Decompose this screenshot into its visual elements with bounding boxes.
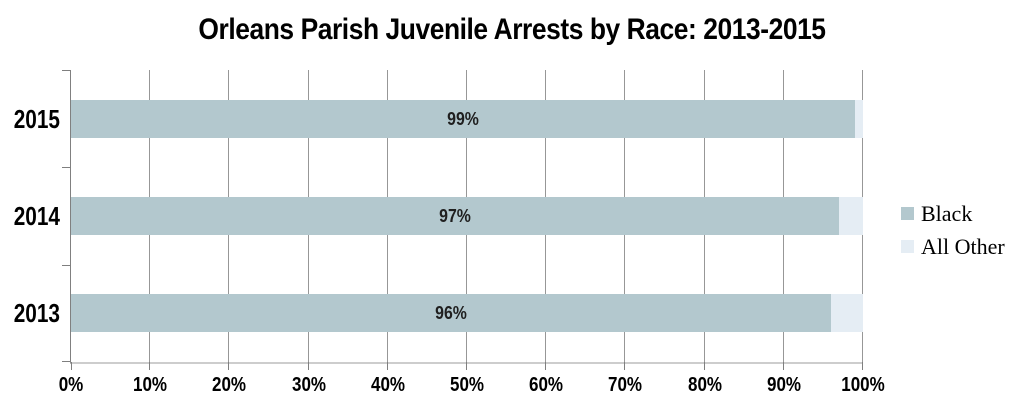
y-axis-tick	[62, 265, 70, 266]
x-axis-tick	[387, 362, 388, 370]
x-axis-tick-label: 30%	[291, 374, 327, 396]
y-axis-tick	[62, 70, 70, 71]
legend-label-black: Black	[921, 200, 973, 226]
x-axis-tick	[71, 362, 72, 370]
x-axis-tick	[308, 362, 309, 370]
plot-area: 99% 97% 96%	[62, 70, 863, 370]
x-axis-tick-label: 90%	[766, 374, 802, 396]
x-axis-tick-label: 50%	[449, 374, 485, 396]
x-axis-tick-label: 80%	[687, 374, 723, 396]
legend-swatch-all-other-icon	[901, 240, 914, 253]
y-axis-category-label: 2013	[13, 298, 61, 328]
x-axis-tick	[545, 362, 546, 370]
legend: Black All Other	[901, 200, 1005, 268]
x-axis-tick-label: 10%	[132, 374, 168, 396]
bar-data-label: 97%	[439, 206, 471, 226]
x-axis-tick-label: 0%	[58, 374, 84, 396]
legend-swatch-black-icon	[901, 207, 914, 220]
chart-title: Orleans Parish Juvenile Arrests by Race:…	[198, 13, 826, 46]
bar-all-other-2013	[831, 294, 863, 332]
x-axis-tick	[228, 362, 229, 370]
bar-black-2014: 97%	[71, 197, 839, 235]
x-axis-tick	[149, 362, 150, 370]
bar-data-label: 96%	[435, 303, 467, 323]
x-axis-tick-label: 60%	[528, 374, 564, 396]
bar-black-2015: 99%	[71, 100, 855, 138]
x-axis-tick-label: 100%	[841, 374, 885, 396]
x-axis-tick-label: 20%	[211, 374, 247, 396]
x-axis-tick-label: 70%	[607, 374, 643, 396]
x-axis-tick	[624, 362, 625, 370]
bar-all-other-2015	[855, 100, 863, 138]
x-axis-tick	[783, 362, 784, 370]
bar-all-other-2014	[839, 197, 863, 235]
y-axis-category-label: 2014	[13, 201, 61, 231]
legend-item-all-other: All Other	[901, 233, 1005, 259]
x-axis-tick-label: 40%	[370, 374, 406, 396]
x-axis-tick	[862, 362, 863, 370]
bar-data-label: 99%	[447, 109, 479, 129]
bar-black-2013: 96%	[71, 294, 831, 332]
legend-item-black: Black	[901, 200, 1005, 226]
x-axis-tick	[704, 362, 705, 370]
legend-label-all-other: All Other	[921, 233, 1005, 259]
y-axis-category-label: 2015	[13, 104, 61, 134]
y-axis-tick	[62, 361, 70, 362]
x-axis-tick	[466, 362, 467, 370]
y-axis-tick	[62, 167, 70, 168]
